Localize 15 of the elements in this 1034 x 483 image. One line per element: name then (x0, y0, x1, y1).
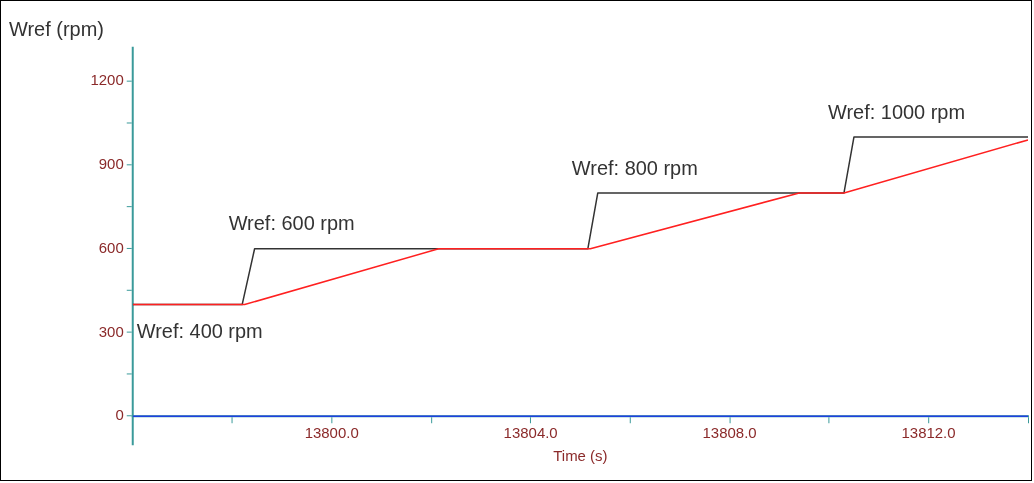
x-tick-label: 13804.0 (503, 424, 558, 442)
x-axis-title: Time (s) (553, 447, 608, 465)
annotation: Wref: 1000 rpm (827, 100, 966, 123)
annotation: Wref: 800 rpm (571, 156, 698, 179)
y-tick-label: 900 (98, 155, 124, 173)
annotation: Wref: 400 rpm (136, 319, 263, 342)
y-tick-label: 300 (98, 322, 124, 340)
x-tick-label: 13812.0 (901, 424, 956, 442)
y-tick-label: 1200 (90, 71, 124, 89)
x-tick-label: 13800.0 (304, 424, 359, 442)
y-axis-title: Wref (rpm) (8, 18, 104, 41)
y-tick-label: 0 (115, 406, 124, 424)
y-tick-label: 600 (98, 238, 124, 256)
x-tick-label: 13808.0 (702, 424, 757, 442)
annotation: Wref: 600 rpm (228, 212, 355, 235)
